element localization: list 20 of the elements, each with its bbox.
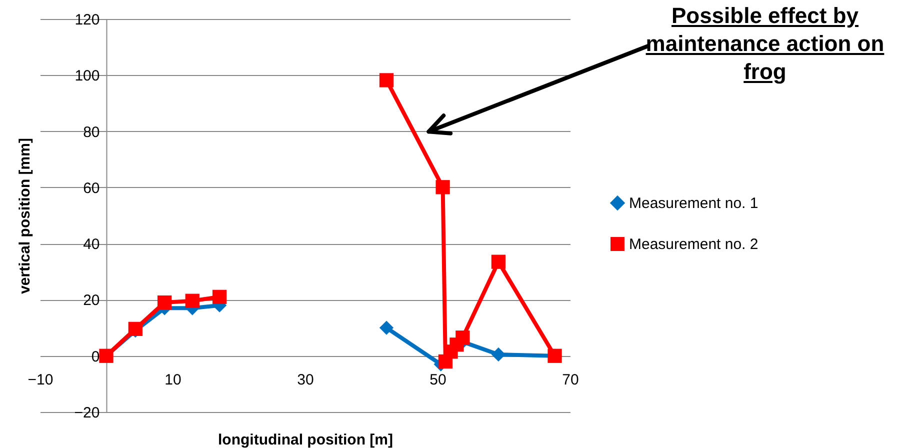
text: Possible effect by maintenance action on frog xyxy=(644,2,886,86)
point xyxy=(491,254,506,269)
y-tick-label: 80 xyxy=(83,124,100,141)
x-tick-label: 10 xyxy=(164,371,182,388)
legend-label: Measurement no. 2 xyxy=(629,236,758,253)
x-tick-label: 70 xyxy=(562,371,579,388)
y-tick-label: 120 xyxy=(74,12,100,28)
legend-label: Measurement no. 1 xyxy=(629,195,758,212)
x-axis-title: longitudinal position [m] xyxy=(218,432,393,448)
x-tick-label: 50 xyxy=(430,371,446,388)
y-tick-label: 40 xyxy=(83,236,100,254)
y-tick-label: 60 xyxy=(83,180,100,197)
point xyxy=(436,180,450,194)
y-tick-label: 100 xyxy=(74,68,100,85)
y-tick-label: 20 xyxy=(83,292,100,310)
y-tick-label: −20 xyxy=(74,404,100,422)
x-tick-label: −10 xyxy=(28,371,54,388)
x-tick-label: 30 xyxy=(297,371,314,388)
y-axis-title: vertical position [mm] xyxy=(16,138,34,294)
point xyxy=(379,73,394,88)
